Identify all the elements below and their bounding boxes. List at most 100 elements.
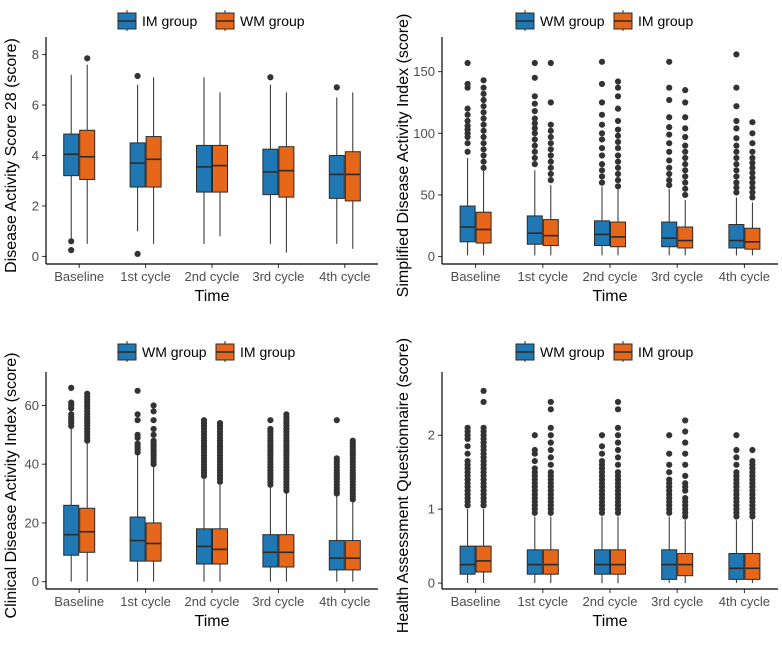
box-baseline xyxy=(459,424,476,584)
outlier-point xyxy=(598,179,606,186)
y-tick-label: 100 xyxy=(413,126,435,141)
x-tick-label: Baseline xyxy=(54,269,104,284)
outlier-point xyxy=(547,454,554,461)
outlier-point xyxy=(733,161,740,168)
outlier-point xyxy=(464,140,471,147)
outlier-point xyxy=(531,136,538,143)
chart-panel-das28: 0 2 4 6 8 Baseline 1st cycle 2nd cycle 3rd cycle… xyxy=(3,10,378,305)
outlier-point xyxy=(134,72,141,80)
outlier-point xyxy=(150,402,157,409)
outlier-point xyxy=(547,152,554,159)
box-2nd-cycle xyxy=(610,78,626,256)
outlier-point xyxy=(614,117,622,125)
iqr-box xyxy=(475,545,492,573)
iqr-box xyxy=(344,151,361,202)
box-3rd-cycle xyxy=(278,92,295,253)
outlier-point xyxy=(733,117,740,125)
outlier-point xyxy=(464,105,471,112)
outlier-point xyxy=(547,461,554,468)
outlier-point xyxy=(333,455,340,462)
outlier-point xyxy=(749,179,756,186)
y-tick-label: 0 xyxy=(32,574,39,589)
outlier-point xyxy=(682,148,689,155)
outlier-point xyxy=(666,96,673,104)
iqr-box xyxy=(661,221,678,248)
outlier-point xyxy=(733,446,740,454)
x-tick-label: Baseline xyxy=(54,594,104,609)
outlier-point xyxy=(666,131,673,138)
outlier-point xyxy=(531,93,538,100)
outlier-point xyxy=(464,122,471,130)
outlier-point xyxy=(733,461,740,468)
outlier-point xyxy=(531,432,538,439)
outlier-point xyxy=(480,121,487,128)
legend-label: IM group xyxy=(240,344,295,360)
outlier-point xyxy=(598,432,606,439)
box-3rd-cycle xyxy=(278,411,295,582)
outlier-point xyxy=(464,458,471,465)
iqr-box xyxy=(63,504,80,556)
outlier-point xyxy=(531,161,538,168)
iqr-box xyxy=(196,144,212,193)
box-2nd-cycle xyxy=(594,432,610,584)
outlier-point xyxy=(480,164,487,171)
box-1st-cycle xyxy=(145,402,162,582)
outlier-point xyxy=(267,417,274,424)
outlier-point xyxy=(464,148,471,155)
outlier-point xyxy=(614,454,622,461)
outlier-point xyxy=(666,84,673,91)
outlier-point xyxy=(547,424,554,431)
outlier-point xyxy=(682,99,689,106)
outlier-point xyxy=(68,411,75,418)
outlier-point xyxy=(150,431,157,438)
outlier-point xyxy=(598,152,606,159)
outlier-point xyxy=(733,154,740,162)
x-tick-label: 3rd cycle xyxy=(651,594,703,609)
outlier-point xyxy=(682,125,689,132)
outlier-point xyxy=(666,461,673,468)
outlier-point xyxy=(614,439,622,446)
outlier-point xyxy=(216,420,224,427)
outlier-point xyxy=(598,458,606,465)
outlier-point xyxy=(682,480,689,487)
outlier-point xyxy=(749,184,756,191)
outlier-point xyxy=(531,142,538,149)
outlier-point xyxy=(531,59,538,67)
outlier-point xyxy=(68,384,75,391)
x-tick-label: Baseline xyxy=(451,594,501,609)
outlier-point xyxy=(150,425,157,433)
outlier-point xyxy=(682,461,689,468)
outlier-point xyxy=(531,125,538,132)
legend-label: IM group xyxy=(142,13,197,29)
iqr-box xyxy=(145,522,162,562)
y-tick-label: 20 xyxy=(25,515,39,530)
iqr-box xyxy=(610,221,626,248)
outlier-point xyxy=(749,130,756,137)
y-tick-label: 40 xyxy=(25,457,39,472)
outlier-point xyxy=(531,465,538,472)
outlier-point xyxy=(464,59,471,67)
outlier-point xyxy=(531,115,538,122)
outlier-point xyxy=(749,194,756,201)
outlier-point xyxy=(598,167,606,174)
outlier-point xyxy=(464,424,471,431)
chart-panel-sdai: 0 50 100 150 Baseline 1st cycle 2nd cycle 3rd c… xyxy=(395,10,778,305)
outlier-point xyxy=(480,158,487,165)
outlier-point xyxy=(614,183,622,190)
outlier-point xyxy=(598,136,606,143)
outlier-point xyxy=(134,417,141,424)
outlier-point xyxy=(749,159,756,166)
outlier-point xyxy=(134,250,141,258)
y-tick-label: 8 xyxy=(32,47,39,62)
outlier-point xyxy=(531,108,538,115)
y-axis-title: Health Assessment Questionnaire (score) xyxy=(395,338,412,633)
chart-panel-cdai: 0 20 40 60 Baseline 1st cycle 2nd cycle 3rd cyc… xyxy=(3,341,378,630)
box-4th-cycle xyxy=(744,119,761,256)
outlier-point xyxy=(733,469,740,476)
outlier-point xyxy=(134,411,141,418)
outlier-point xyxy=(547,432,554,439)
x-axis-title: Time xyxy=(195,613,230,630)
box-4th-cycle xyxy=(744,446,761,584)
box-baseline xyxy=(79,390,96,582)
outlier-point xyxy=(464,450,471,457)
